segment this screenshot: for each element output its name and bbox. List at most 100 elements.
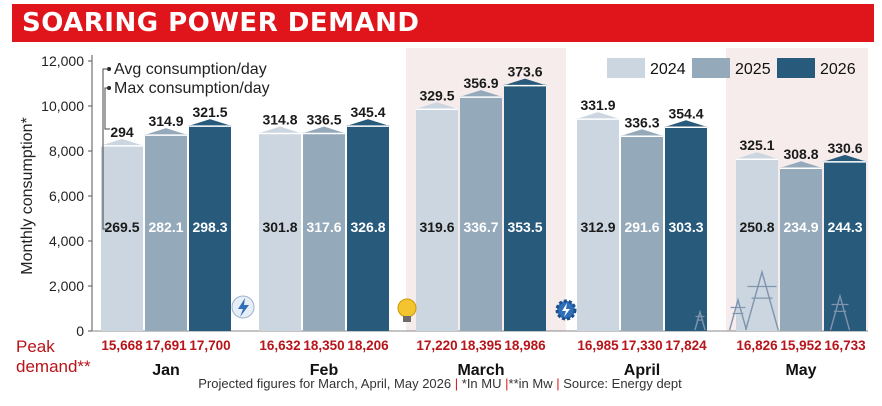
transmission-tower-icon <box>745 269 779 331</box>
x-tick-label-feb: Feb <box>310 362 339 379</box>
legend-swatch-2024 <box>607 58 645 78</box>
legend-label-2025: 2025 <box>735 61 771 78</box>
avg-per-day-label: 317.6 <box>306 219 341 235</box>
x-tick-label-april: April <box>624 362 660 379</box>
bar-may-2025 <box>780 167 822 331</box>
y-tick-label: 6,000 <box>49 188 84 204</box>
legend-label-2024: 2024 <box>650 61 686 78</box>
bar-cap <box>302 126 346 134</box>
transmission-tower-icon <box>728 297 748 331</box>
max-per-day-label: 294 <box>110 124 134 140</box>
peak-demand-value: 18,206 <box>347 338 389 353</box>
footnote-projected: Projected figures for March, April, May … <box>198 376 452 391</box>
max-per-day-label: 329.5 <box>419 87 454 103</box>
bar-feb-2024 <box>259 132 301 331</box>
peak-demand-value: 18,395 <box>460 338 502 353</box>
peak-demand-value: 16,733 <box>824 338 866 353</box>
max-per-day-label: 314.8 <box>262 112 297 128</box>
peak-demand-value: 17,330 <box>621 338 662 353</box>
max-per-day-label: 336.5 <box>306 112 341 128</box>
bar-march-2024 <box>416 108 458 331</box>
bar-feb-2025 <box>303 132 345 331</box>
bar-jan-2025 <box>145 134 187 331</box>
y-tick-label: 0 <box>76 323 84 339</box>
avg-per-day-label: 291.6 <box>624 219 659 235</box>
light-bulb-icon <box>397 298 417 318</box>
avg-per-day-label: 269.5 <box>104 219 139 235</box>
bar-april-2024 <box>577 118 619 332</box>
bar-march-2026 <box>504 84 546 331</box>
bar-cap <box>823 154 867 162</box>
footnote-separator-2: | <box>505 376 509 391</box>
footnote-source: Source: Energy dept <box>563 376 682 391</box>
y-tick-label: 2,000 <box>49 278 84 294</box>
bar-feb-2026 <box>347 125 389 331</box>
bar-cap <box>664 120 708 128</box>
legend-swatch-2025 <box>692 58 730 78</box>
peak-demand-value: 17,700 <box>189 338 230 353</box>
max-per-day-label: 345.4 <box>350 104 385 120</box>
footnote-mw: **in Mw <box>508 376 553 391</box>
footnote: Projected figures for March, April, May … <box>0 376 880 391</box>
peak-demand-value: 17,220 <box>416 338 457 353</box>
bar-april-2025 <box>621 135 663 331</box>
avg-per-day-label: 250.8 <box>739 219 774 235</box>
peak-demand-value: 18,986 <box>504 338 546 353</box>
legend-label-2026: 2026 <box>820 61 856 78</box>
bar-may-2026 <box>824 160 866 331</box>
transmission-tower-icon <box>829 293 851 331</box>
annotation-max-per-day: Avg consumption/day <box>114 61 267 78</box>
x-tick-label-march: March <box>457 362 504 379</box>
y-tick-label: 4,000 <box>49 233 84 249</box>
peak-demand-value: 16,826 <box>736 338 778 353</box>
avg-per-day-label: 282.1 <box>148 219 183 235</box>
lightning-bolt-icon-shape <box>238 298 249 317</box>
max-per-day-label: 325.1 <box>739 137 774 153</box>
bar-cap <box>620 129 664 137</box>
bar-april-2026 <box>665 126 707 331</box>
avg-per-day-label: 301.8 <box>262 219 297 235</box>
max-per-day-label: 321.5 <box>192 104 227 120</box>
peak-demand-value: 15,952 <box>780 338 821 353</box>
footnote-separator-3: | <box>556 376 560 391</box>
annotation-leader-avg <box>102 68 109 230</box>
avg-per-day-label: 303.3 <box>668 219 703 235</box>
avg-per-day-label: 336.7 <box>463 219 498 235</box>
bar-cap <box>576 112 620 120</box>
avg-per-day-label: 244.3 <box>827 219 862 235</box>
y-tick-label: 8,000 <box>49 143 84 159</box>
x-tick-label-may: May <box>785 362 816 379</box>
footnote-separator-1: | <box>454 376 459 391</box>
bar-cap <box>346 119 390 127</box>
max-per-day-label: 336.3 <box>624 114 659 130</box>
bar-cap <box>779 161 823 169</box>
max-per-day-label: 314.9 <box>148 113 183 129</box>
bar-cap <box>258 126 302 134</box>
bar-cap <box>100 138 144 146</box>
peak-demand-strip <box>92 331 868 357</box>
legend-swatch-2026 <box>777 58 815 78</box>
peak-demand-value: 17,824 <box>665 338 707 353</box>
annotation-leader-max <box>104 87 110 130</box>
x-tick-label-jan: Jan <box>152 362 180 379</box>
bar-jan-2024 <box>101 144 143 331</box>
bar-cap <box>144 128 188 136</box>
bar-cap <box>188 119 232 127</box>
peak-label-line1: Peak <box>16 337 55 356</box>
gear-icon-bolt <box>562 303 570 317</box>
footnote-mu: *In MU <box>461 376 502 391</box>
avg-per-day-label: 319.6 <box>419 219 454 235</box>
y-axis-label: Monthly consumption* <box>19 117 36 274</box>
y-tick-label: 12,000 <box>41 53 84 69</box>
max-per-day-label: 373.6 <box>507 64 542 80</box>
avg-per-day-label: 298.3 <box>192 219 227 235</box>
peak-demand-value: 17,691 <box>145 338 187 353</box>
peak-demand-value: 15,668 <box>101 338 143 353</box>
max-per-day-label: 356.9 <box>463 75 498 91</box>
bar-cap <box>459 90 503 98</box>
transmission-tower-icon <box>694 309 706 331</box>
avg-per-day-label: 312.9 <box>580 219 615 235</box>
peak-demand-value: 18,350 <box>303 338 344 353</box>
annotation-max-per-day-2: Max consumption/day <box>114 80 270 97</box>
